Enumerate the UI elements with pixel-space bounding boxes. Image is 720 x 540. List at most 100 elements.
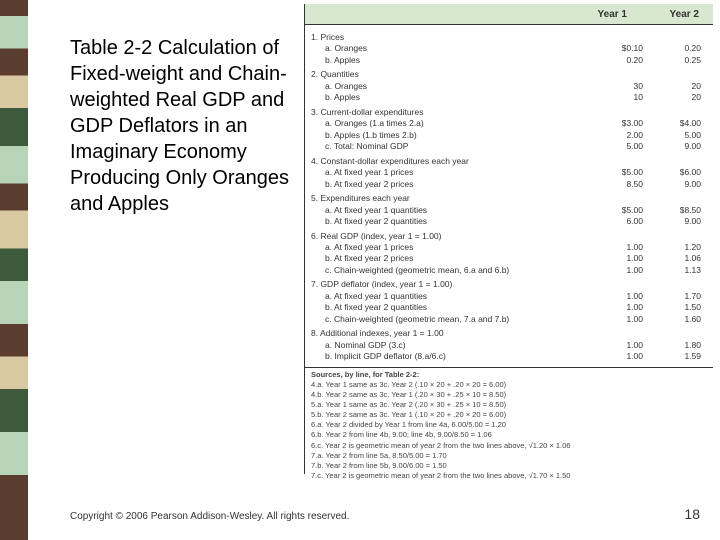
row-label: b. At fixed year 2 quantities [311,302,585,313]
table-row: b. Implicit GDP deflator (8.a/6.c)1.001.… [311,351,707,362]
table-row: b. At fixed year 2 quantities1.001.50 [311,302,707,313]
row-label: b. Apples [311,92,585,103]
section-label: 1. Prices [311,32,585,43]
row-label: b. At fixed year 2 quantities [311,216,585,227]
cell-year1: 10 [585,92,643,103]
cell-year2: $6.00 [643,167,707,178]
cell-year2: 0.20 [643,43,707,54]
section-header: 1. Prices [311,32,707,43]
cell-year1: 6.00 [585,216,643,227]
section-header: 8. Additional indexes, year 1 = 1.00 [311,328,707,339]
cell-year1: 1.00 [585,302,643,313]
sources-line: 4.a. Year 1 same as 3c. Year 2 (.10 × 20… [311,380,707,390]
section-label: 4. Constant-dollar expenditures each yea… [311,156,585,167]
row-label: c. Total: Nominal GDP [311,141,585,152]
cell-year2: $8.50 [643,205,707,216]
table-header-row: Year 1 Year 2 [305,4,713,25]
section-label: 6. Real GDP (index, year 1 = 1.00) [311,231,585,242]
cell-year1: 30 [585,81,643,92]
row-label: a. At fixed year 1 quantities [311,291,585,302]
row-label: a. Oranges [311,81,585,92]
section-header: 6. Real GDP (index, year 1 = 1.00) [311,231,707,242]
cell-year2: 1.06 [643,253,707,264]
cell-year1: 1.00 [585,314,643,325]
table-row: b. At fixed year 2 prices8.509.00 [311,179,707,190]
decorative-stripe [0,0,28,540]
table-row: b. Apples1020 [311,92,707,103]
table-row: a. Oranges (1.a times 2.a)$3.00$4.00 [311,118,707,129]
cell-year2: 1.60 [643,314,707,325]
sources-line: 7.a. Year 2 from line 5a, 8.50/5.00 = 1.… [311,451,707,461]
cell-year2: 5.00 [643,130,707,141]
cell-year2: $4.00 [643,118,707,129]
section-header: 5. Expenditures each year [311,193,707,204]
cell-year2: 9.00 [643,179,707,190]
cell-year2: 1.20 [643,242,707,253]
table-row: a. At fixed year 1 quantities$5.00$8.50 [311,205,707,216]
cell-year2: 1.13 [643,265,707,276]
row-label: a. At fixed year 1 quantities [311,205,585,216]
row-label: a. At fixed year 1 prices [311,242,585,253]
sources-heading: Sources, by line, for Table 2-2: [311,370,707,380]
sources-line: 7.c. Year 2 is geometric mean of year 2 … [311,471,707,481]
cell-year1: 1.00 [585,242,643,253]
col-header-year2: Year 2 [635,9,713,20]
row-label: a. Oranges (1.a times 2.a) [311,118,585,129]
section-label: 3. Current-dollar expenditures [311,107,585,118]
sources-line: 4.b. Year 2 same as 3c. Year 1 (.20 × 30… [311,390,707,400]
row-label: a. Nominal GDP (3.c) [311,340,585,351]
sources-line: 5.b. Year 2 same as 3c. Year 1 (.10 × 20… [311,410,707,420]
divider [305,367,713,368]
sources-line: 5.a. Year 1 same as 3c. Year 2 (.20 × 30… [311,400,707,410]
cell-year2: 9.00 [643,216,707,227]
table-row: a. Nominal GDP (3.c)1.001.80 [311,340,707,351]
row-label: a. At fixed year 1 prices [311,167,585,178]
cell-year1: $5.00 [585,205,643,216]
section-label: 5. Expenditures each year [311,193,585,204]
row-label: b. Apples (1.b times 2.b) [311,130,585,141]
cell-year2: 9.00 [643,141,707,152]
cell-year1: 0.20 [585,55,643,66]
cell-year1: $5.00 [585,167,643,178]
cell-year2: 1.70 [643,291,707,302]
table-row: b. Apples0.200.25 [311,55,707,66]
row-label: a. Oranges [311,43,585,54]
section-label: 7. GDP deflator (index, year 1 = 1.00) [311,279,585,290]
copyright-text: Copyright © 2006 Pearson Addison-Wesley.… [70,511,349,522]
cell-year1: 1.00 [585,340,643,351]
table-row: a. At fixed year 1 quantities1.001.70 [311,291,707,302]
section-header: 4. Constant-dollar expenditures each yea… [311,156,707,167]
sources-line: 6.b. Year 2 from line 4b, 9.00; line 4b,… [311,430,707,440]
table-row: b. Apples (1.b times 2.b)2.005.00 [311,130,707,141]
col-header-year1: Year 1 [563,9,635,20]
table-row: c. Chain-weighted (geometric mean, 7.a a… [311,314,707,325]
cell-year2: 20 [643,92,707,103]
table-row: c. Total: Nominal GDP5.009.00 [311,141,707,152]
table-row: a. At fixed year 1 prices1.001.20 [311,242,707,253]
sources-line: 6.c. Year 2 is geometric mean of year 2 … [311,441,707,451]
cell-year1: 1.00 [585,265,643,276]
cell-year2: 1.80 [643,340,707,351]
cell-year2: 20 [643,81,707,92]
table-title: Table 2-2 Calculation of Fixed-weight an… [70,35,292,217]
data-table: Year 1 Year 2 1. Pricesa. Oranges$0.100.… [304,4,713,474]
table-row: b. At fixed year 2 prices1.001.06 [311,253,707,264]
cell-year2: 1.50 [643,302,707,313]
row-label: c. Chain-weighted (geometric mean, 7.a a… [311,314,585,325]
section-label: 8. Additional indexes, year 1 = 1.00 [311,328,585,339]
section-header: 7. GDP deflator (index, year 1 = 1.00) [311,279,707,290]
table-row: a. Oranges3020 [311,81,707,92]
section-header: 2. Quantities [311,69,707,80]
table-body: 1. Pricesa. Oranges$0.100.20b. Apples0.2… [305,25,713,363]
sources-block: Sources, by line, for Table 2-2:4.a. Yea… [305,370,713,481]
row-label: b. Apples [311,55,585,66]
row-label: b. At fixed year 2 prices [311,253,585,264]
page-number: 18 [684,506,700,522]
cell-year1: 1.00 [585,253,643,264]
sources-line: 7.b. Year 2 from line 5b, 9.00/6.00 = 1.… [311,461,707,471]
table-row: b. At fixed year 2 quantities6.009.00 [311,216,707,227]
row-label: b. Implicit GDP deflator (8.a/6.c) [311,351,585,362]
cell-year1: $3.00 [585,118,643,129]
sources-line: 6.a. Year 2 divided by Year 1 from line … [311,420,707,430]
cell-year2: 1.59 [643,351,707,362]
